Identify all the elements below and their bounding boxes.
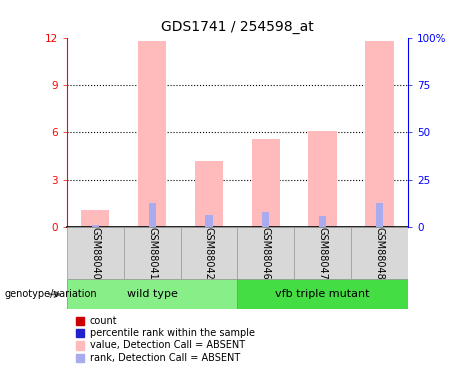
Bar	[294, 227, 351, 279]
Text: GSM88046: GSM88046	[261, 227, 271, 279]
Bar	[138, 40, 166, 227]
Text: GSM88041: GSM88041	[147, 227, 157, 279]
Bar	[76, 316, 84, 325]
Bar	[67, 227, 124, 279]
Bar	[195, 160, 223, 227]
Bar	[252, 138, 280, 227]
Bar	[366, 40, 394, 227]
Bar	[237, 279, 408, 309]
Bar	[376, 203, 383, 227]
Bar	[181, 227, 237, 279]
Bar	[76, 329, 84, 337]
Bar	[76, 341, 84, 350]
Bar	[81, 210, 109, 227]
Text: rank, Detection Call = ABSENT: rank, Detection Call = ABSENT	[90, 353, 240, 363]
Bar	[319, 216, 326, 227]
Bar	[262, 212, 269, 227]
Bar	[351, 227, 408, 279]
Text: wild type: wild type	[127, 290, 177, 299]
Bar	[308, 130, 337, 227]
Text: value, Detection Call = ABSENT: value, Detection Call = ABSENT	[90, 340, 245, 350]
Bar	[92, 225, 99, 227]
Bar	[124, 227, 181, 279]
Bar	[148, 203, 156, 227]
Bar	[76, 354, 84, 362]
Text: GSM88048: GSM88048	[374, 227, 384, 279]
Text: GSM88040: GSM88040	[90, 227, 100, 279]
Text: genotype/variation: genotype/variation	[5, 290, 97, 299]
Title: GDS1741 / 254598_at: GDS1741 / 254598_at	[161, 20, 314, 34]
Text: count: count	[90, 316, 118, 326]
Text: GSM88047: GSM88047	[318, 226, 328, 280]
Text: percentile rank within the sample: percentile rank within the sample	[90, 328, 255, 338]
Bar	[67, 279, 237, 309]
Bar	[237, 227, 294, 279]
Text: vfb triple mutant: vfb triple mutant	[276, 290, 370, 299]
Text: GSM88042: GSM88042	[204, 226, 214, 280]
Bar	[206, 215, 213, 227]
